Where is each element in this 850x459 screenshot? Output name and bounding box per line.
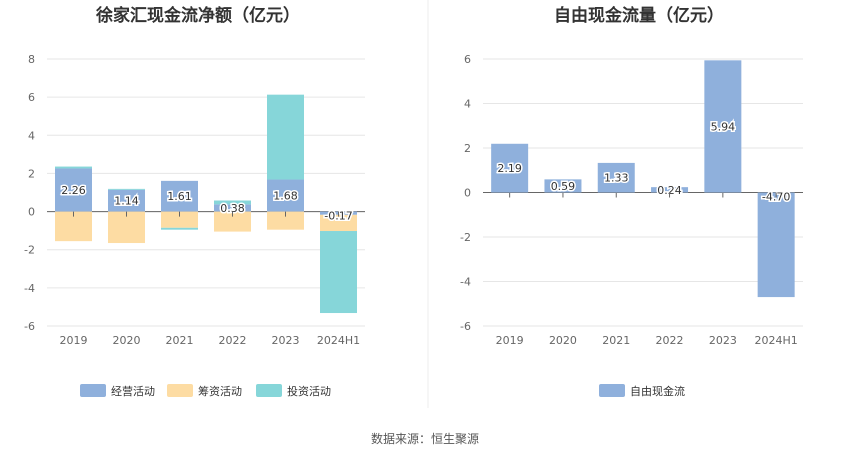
bar-自由现金流[interactable] — [651, 187, 689, 193]
data-label: 5.94 — [711, 120, 736, 133]
legend-item-operating[interactable]: 经营活动 — [80, 384, 155, 398]
x-tick-label: 2021 — [166, 334, 194, 347]
bar-投资活动[interactable] — [267, 94, 304, 180]
y-tick-label: -4 — [24, 282, 35, 295]
legend-label-free-cash-flow: 自由现金流 — [630, 384, 685, 398]
left-legend: 经营活动 筹资活动 投资活动 — [80, 384, 331, 398]
y-tick-label: -4 — [460, 276, 471, 289]
cash-flow-chart: 徐家汇现金流净额（亿元） 2.261.14 1.610.381.68-0.17 8… — [24, 5, 365, 398]
bar-筹资活动[interactable] — [108, 211, 145, 244]
x-tick-label: 2021 — [602, 334, 630, 347]
x-tick-label: 2022 — [656, 334, 684, 347]
bar-经营活动[interactable] — [55, 168, 92, 212]
right-chart-title: 自由现金流量（亿元） — [554, 5, 724, 26]
data-source: 数据来源：恒生聚源 — [371, 431, 479, 446]
x-tick-label: 2019 — [60, 334, 88, 347]
legend-swatch-financing — [167, 384, 193, 397]
legend-swatch-operating — [80, 384, 106, 397]
bar-经营活动[interactable] — [267, 179, 304, 212]
bar-自由现金流[interactable] — [544, 179, 582, 193]
data-label: 1.61 — [167, 190, 192, 203]
data-label: 0.59 — [551, 180, 576, 193]
legend-item-free-cash-flow[interactable]: 自由现金流 — [599, 384, 685, 398]
bar-投资活动[interactable] — [214, 200, 251, 205]
x-tick-label: 2022 — [219, 334, 247, 347]
bar-自由现金流[interactable] — [757, 192, 795, 298]
bar-经营活动[interactable] — [108, 189, 145, 212]
y-tick-label: 2 — [28, 167, 35, 180]
x-tick-label: 2024H1 — [755, 334, 798, 347]
y-tick-label: 2 — [464, 142, 471, 155]
y-tick-label: -2 — [460, 231, 471, 244]
y-tick-label: 0 — [464, 187, 471, 200]
bar-投资活动[interactable] — [108, 188, 145, 190]
bar-自由现金流[interactable] — [491, 143, 529, 193]
x-tick-label: 2023 — [272, 334, 300, 347]
bar-自由现金流[interactable] — [597, 162, 635, 193]
bar-筹资活动[interactable] — [214, 211, 251, 232]
bar-经营活动[interactable] — [161, 180, 198, 212]
left-chart-title: 徐家汇现金流净额（亿元） — [95, 5, 300, 26]
x-tick-label: 2024H1 — [317, 334, 360, 347]
x-tick-label: 2023 — [709, 334, 737, 347]
bar-投资活动[interactable] — [320, 231, 357, 314]
legend-label-investing: 投资活动 — [287, 384, 331, 398]
bar-自由现金流[interactable] — [704, 60, 742, 193]
right-legend: 自由现金流 — [599, 384, 685, 398]
legend-swatch-investing — [256, 384, 282, 397]
data-label: 1.33 — [604, 172, 629, 185]
x-tick-label: 2020 — [113, 334, 141, 347]
x-tick-label: 2020 — [549, 334, 577, 347]
bar-筹资活动[interactable] — [161, 211, 198, 228]
legend-item-financing[interactable]: 筹资活动 — [167, 384, 242, 398]
legend-item-investing[interactable]: 投资活动 — [256, 384, 331, 398]
y-tick-label: 8 — [28, 53, 35, 66]
y-tick-label: 0 — [28, 206, 35, 219]
y-tick-label: -6 — [460, 320, 471, 333]
legend-swatch-free-cash-flow — [599, 384, 625, 397]
data-label: 1.14 — [114, 195, 139, 208]
free-cash-flow-chart: 自由现金流量（亿元） 2.190.591.330.245.94-4.70 642… — [460, 5, 803, 398]
x-tick-label: 2019 — [496, 334, 524, 347]
data-label: 2.19 — [497, 162, 522, 175]
legend-label-financing: 筹资活动 — [198, 384, 242, 398]
bar-筹资活动[interactable] — [320, 214, 357, 232]
y-tick-label: 6 — [464, 53, 471, 66]
data-label: 2.26 — [61, 184, 86, 197]
data-label: 0.24 — [657, 184, 682, 197]
bar-投资活动[interactable] — [55, 166, 92, 169]
bar-经营活动[interactable] — [214, 204, 251, 212]
y-tick-label: -6 — [24, 320, 35, 333]
y-tick-label: 6 — [28, 91, 35, 104]
bar-投资活动[interactable] — [161, 227, 198, 230]
bar-筹资活动[interactable] — [267, 211, 304, 230]
data-label: 1.68 — [273, 190, 298, 203]
y-tick-label: -2 — [24, 244, 35, 257]
y-tick-label: 4 — [28, 129, 35, 142]
legend-label-operating: 经营活动 — [111, 384, 155, 398]
y-tick-label: 4 — [464, 98, 471, 111]
data-label: 0.38 — [220, 202, 245, 215]
